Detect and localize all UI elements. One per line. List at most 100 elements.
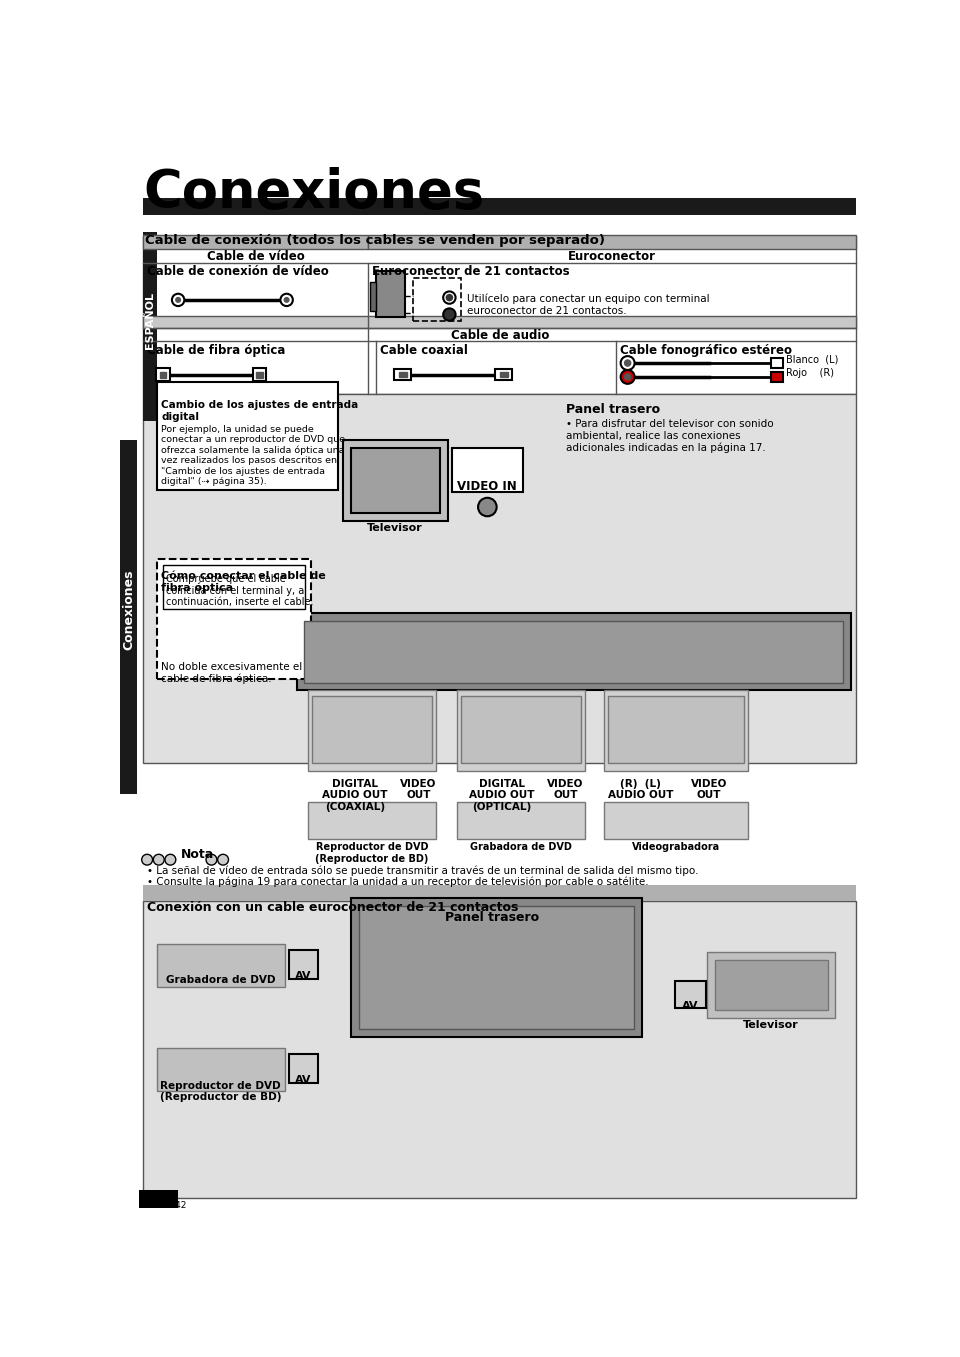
Circle shape	[176, 297, 180, 303]
Text: 14: 14	[148, 1208, 169, 1223]
Bar	[351, 898, 641, 1037]
Bar	[308, 691, 436, 771]
Bar	[344, 440, 447, 521]
Bar	[359, 906, 634, 1029]
Bar	[156, 369, 170, 381]
Bar	[143, 236, 856, 394]
Text: ROT8742: ROT8742	[146, 1201, 187, 1210]
Circle shape	[621, 356, 635, 370]
Bar	[157, 1049, 285, 1091]
Bar	[371, 282, 375, 312]
Text: Panel trasero: Panel trasero	[565, 403, 660, 417]
Bar	[351, 448, 440, 513]
Circle shape	[206, 855, 217, 864]
Circle shape	[172, 293, 184, 307]
Text: Nota: Nota	[180, 848, 214, 860]
Bar	[457, 802, 585, 839]
Text: (R)  (L)
AUDIO OUT: (R) (L) AUDIO OUT	[608, 779, 674, 801]
Bar	[120, 440, 137, 794]
Bar	[157, 944, 285, 987]
Bar	[500, 372, 508, 377]
Circle shape	[280, 293, 293, 307]
Bar	[143, 232, 157, 421]
Text: VIDEO
OUT: VIDEO OUT	[547, 779, 584, 801]
Circle shape	[142, 855, 153, 864]
Bar	[395, 369, 412, 380]
Text: Reproductor de DVD
(Reproductor de BD): Reproductor de DVD (Reproductor de BD)	[160, 1080, 281, 1102]
Text: Videograbadora: Videograbadora	[632, 841, 720, 852]
Text: AV: AV	[683, 1000, 699, 1011]
Text: AV: AV	[296, 1075, 312, 1086]
Text: DIGITAL
AUDIO OUT
(COAXIAL): DIGITAL AUDIO OUT (COAXIAL)	[322, 779, 388, 811]
Text: DIGITAL
AUDIO OUT
(OPTICAL): DIGITAL AUDIO OUT (OPTICAL)	[469, 779, 535, 811]
Circle shape	[478, 498, 496, 516]
Text: Reproductor de DVD
(Reproductor de BD): Reproductor de DVD (Reproductor de BD)	[315, 841, 428, 863]
Text: Blanco  (L): Blanco (L)	[786, 354, 839, 364]
Bar	[771, 372, 782, 381]
Bar	[375, 270, 405, 316]
Bar	[143, 394, 856, 764]
Circle shape	[218, 855, 228, 864]
Text: Conexión con un cable euroconector de 21 contactos: Conexión con un cable euroconector de 21…	[147, 901, 518, 915]
Text: Cable de fibra óptica: Cable de fibra óptica	[147, 343, 285, 357]
Bar	[163, 565, 305, 609]
Text: Televisor: Televisor	[743, 1020, 799, 1030]
Text: Cable de conexión (todos los cables se venden por separado): Cable de conexión (todos los cables se v…	[145, 233, 605, 247]
Circle shape	[621, 370, 635, 384]
Bar	[143, 901, 856, 1198]
Circle shape	[625, 373, 631, 380]
Circle shape	[444, 308, 456, 320]
Text: Cable fonográfico estéreo: Cable fonográfico estéreo	[620, 343, 792, 357]
Text: Televisor: Televisor	[368, 524, 423, 533]
Text: Grabadora de DVD: Grabadora de DVD	[166, 976, 276, 985]
Bar	[143, 885, 856, 901]
Bar	[157, 559, 311, 678]
Bar	[609, 696, 744, 764]
Text: Conexiones: Conexiones	[122, 569, 135, 650]
Circle shape	[625, 360, 631, 366]
Bar	[143, 198, 856, 216]
Text: • La señal de vídeo de entrada sólo se puede transmitir a través de un terminal : • La señal de vídeo de entrada sólo se p…	[147, 864, 699, 875]
Text: Por ejemplo, la unidad se puede
conectar a un reproductor de DVD que
ofrezca sol: Por ejemplo, la unidad se puede conectar…	[161, 425, 346, 486]
Text: VIDEO
OUT: VIDEO OUT	[400, 779, 437, 801]
Circle shape	[284, 297, 289, 303]
Text: AV: AV	[296, 972, 312, 981]
Text: Utilícelo para conectar un equipo con terminal
euroconector de 21 contactos.: Utilícelo para conectar un equipo con te…	[468, 293, 709, 316]
Bar	[256, 372, 263, 377]
Bar	[368, 235, 856, 250]
Circle shape	[154, 855, 164, 864]
Bar	[252, 369, 267, 381]
Bar	[143, 235, 368, 250]
Bar	[304, 622, 843, 683]
Text: • Consulte la página 19 para conectar la unidad a un receptor de televisión por : • Consulte la página 19 para conectar la…	[147, 877, 649, 887]
Text: Cable coaxial: Cable coaxial	[379, 343, 468, 357]
Bar	[708, 953, 835, 1018]
Text: Compruebe que el cable
coincida con el terminal y, a
continuación, inserte el ca: Compruebe que el cable coincida con el t…	[166, 574, 314, 607]
Bar	[159, 372, 166, 377]
Bar	[675, 981, 706, 1008]
Text: Euroconector: Euroconector	[568, 250, 656, 263]
Text: VIDEO
OUT: VIDEO OUT	[691, 779, 727, 801]
Circle shape	[165, 855, 176, 864]
Text: Rojo    (R): Rojo (R)	[786, 368, 834, 379]
Text: Cable de audio: Cable de audio	[450, 330, 549, 342]
Circle shape	[444, 292, 456, 304]
Text: Cambio de los ajustes de entrada
digital: Cambio de los ajustes de entrada digital	[161, 400, 358, 422]
Text: Cómo conectar el cable de
fibra óptica: Cómo conectar el cable de fibra óptica	[161, 571, 325, 593]
Circle shape	[446, 294, 452, 301]
Bar	[157, 383, 338, 490]
Bar	[312, 696, 432, 764]
Bar	[308, 802, 436, 839]
Bar	[605, 691, 748, 771]
Bar	[452, 448, 523, 493]
Bar	[715, 959, 828, 1010]
Bar	[297, 613, 851, 691]
Text: ESPAÑOL: ESPAÑOL	[145, 292, 156, 349]
Text: No doble excesivamente el
cable de fibra óptica.: No doble excesivamente el cable de fibra…	[161, 662, 302, 684]
Text: Conexiones: Conexiones	[143, 167, 485, 218]
Bar	[399, 372, 407, 377]
Bar	[289, 1054, 319, 1083]
Bar	[461, 696, 581, 764]
Bar	[495, 369, 512, 380]
Bar	[771, 358, 782, 368]
